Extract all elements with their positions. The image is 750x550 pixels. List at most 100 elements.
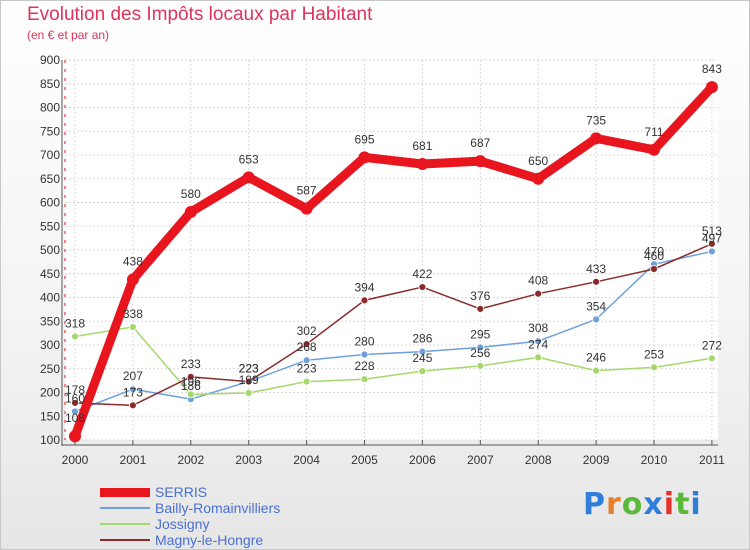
data-label-bailly-romainvilliers: 223	[239, 362, 259, 376]
data-label-magny-le-hongre: 302	[297, 324, 317, 338]
data-point-jossigny	[360, 375, 369, 384]
y-tick-label: 400	[40, 291, 60, 305]
data-label-bailly-romainvilliers: 470	[644, 244, 664, 258]
data-label-bailly-romainvilliers: 207	[123, 369, 143, 383]
data-point-jossigny	[418, 367, 427, 376]
data-point-serris	[69, 430, 81, 443]
data-point-magny-le-hongre	[360, 296, 369, 305]
data-point-magny-le-hongre	[186, 372, 195, 381]
data-label-serris: 580	[181, 187, 201, 201]
data-point-jossigny	[302, 377, 311, 386]
data-point-bailly-romainvilliers	[708, 247, 716, 256]
y-tick-label: 800	[40, 101, 60, 115]
data-point-magny-le-hongre	[302, 340, 311, 348]
legend-label: Magny-le-Hongre	[155, 532, 264, 548]
x-tick-label: 2008	[525, 453, 552, 467]
data-label-jossigny: 318	[65, 316, 85, 330]
x-tick-label: 2003	[235, 453, 262, 467]
data-label-magny-le-hongre: 178	[65, 383, 85, 397]
logo-letter: i	[690, 487, 702, 522]
x-tick-label: 2009	[583, 453, 610, 467]
logo-letter: i	[663, 487, 676, 522]
data-label-serris: 653	[239, 152, 259, 166]
data-point-magny-le-hongre	[244, 377, 253, 386]
data-label-jossigny: 253	[644, 347, 664, 361]
data-label-bailly-romainvilliers: 186	[181, 379, 201, 393]
data-label-magny-le-hongre: 173	[123, 385, 143, 399]
data-label-magny-le-hongre: 460	[644, 249, 664, 263]
data-point-serris	[300, 202, 313, 215]
data-label-serris: 711	[644, 125, 663, 139]
legend-swatch	[100, 539, 150, 541]
data-point-magny-le-hongre	[592, 277, 600, 286]
data-point-serris	[648, 143, 660, 156]
data-label-jossigny: 246	[586, 351, 606, 365]
data-point-bailly-romainvilliers	[360, 350, 369, 359]
logo-letter: r	[606, 487, 622, 522]
x-tick-label: 2000	[62, 453, 89, 467]
data-point-magny-le-hongre	[418, 283, 427, 291]
data-point-jossigny	[128, 323, 137, 331]
data-label-serris: 735	[586, 113, 606, 127]
data-point-jossigny	[708, 354, 716, 363]
data-label-magny-le-hongre: 408	[528, 274, 548, 288]
data-point-jossigny	[244, 389, 253, 397]
data-label-magny-le-hongre: 223	[239, 362, 259, 376]
y-tick-label: 500	[40, 243, 60, 257]
x-tick-label: 2004	[293, 453, 320, 467]
data-point-serris	[474, 155, 487, 168]
data-point-bailly-romainvilliers	[302, 356, 311, 365]
data-point-magny-le-hongre	[650, 265, 658, 273]
data-point-jossigny	[476, 361, 485, 370]
data-label-magny-le-hongre: 233	[181, 357, 201, 371]
data-label-bailly-romainvilliers: 286	[412, 332, 432, 346]
y-tick-label: 150	[40, 409, 60, 423]
series-line-magny-le-hongre	[74, 243, 713, 407]
data-label-jossigny: 228	[354, 359, 374, 373]
data-label-jossigny: 199	[239, 373, 259, 387]
data-point-magny-le-hongre	[128, 401, 137, 410]
data-label-magny-le-hongre: 513	[702, 224, 722, 238]
data-label-magny-le-hongre: 433	[586, 262, 606, 276]
data-label-magny-le-hongre: 394	[354, 280, 374, 294]
data-point-magny-le-hongre	[476, 304, 485, 313]
data-point-jossigny	[186, 390, 195, 399]
legend-label: Jossigny	[155, 516, 210, 532]
data-point-jossigny	[534, 353, 543, 362]
y-tick-label: 300	[40, 338, 60, 352]
data-label-jossigny: 223	[297, 362, 317, 376]
data-point-serris	[126, 273, 139, 286]
data-label-serris: 681	[412, 139, 432, 153]
data-point-serris	[532, 172, 545, 185]
legend-swatch	[100, 507, 150, 509]
data-label-serris: 587	[297, 184, 317, 198]
data-point-bailly-romainvilliers	[71, 407, 79, 416]
legend-swatch	[100, 487, 150, 497]
data-label-bailly-romainvilliers: 308	[528, 321, 548, 335]
proxiti-logo: Proxiti	[583, 487, 702, 522]
y-tick-label: 450	[40, 267, 60, 281]
data-point-jossigny	[650, 363, 658, 372]
y-tick-label: 700	[40, 148, 60, 162]
data-label-serris: 695	[354, 132, 374, 146]
y-tick-label: 100	[40, 433, 60, 447]
y-tick-label: 900	[40, 53, 60, 67]
x-tick-label: 2002	[177, 453, 204, 467]
data-label-bailly-romainvilliers: 160	[65, 392, 85, 406]
data-label-bailly-romainvilliers: 354	[586, 299, 606, 313]
data-point-bailly-romainvilliers	[476, 343, 485, 352]
y-tick-label: 200	[40, 386, 60, 400]
data-point-magny-le-hongre	[708, 239, 716, 248]
data-label-magny-le-hongre: 376	[470, 289, 490, 303]
x-tick-label: 2010	[641, 453, 668, 467]
data-point-serris	[705, 81, 718, 94]
legend-label: Bailly-Romainvilliers	[155, 500, 281, 516]
y-tick-label: 850	[40, 77, 60, 91]
data-label-serris: 650	[528, 154, 548, 168]
data-point-bailly-romainvilliers	[418, 347, 427, 356]
y-tick-label: 750	[40, 124, 60, 138]
logo-letter: t	[675, 487, 691, 522]
data-label-jossigny: 272	[702, 338, 722, 352]
data-label-magny-le-hongre: 422	[412, 267, 432, 281]
